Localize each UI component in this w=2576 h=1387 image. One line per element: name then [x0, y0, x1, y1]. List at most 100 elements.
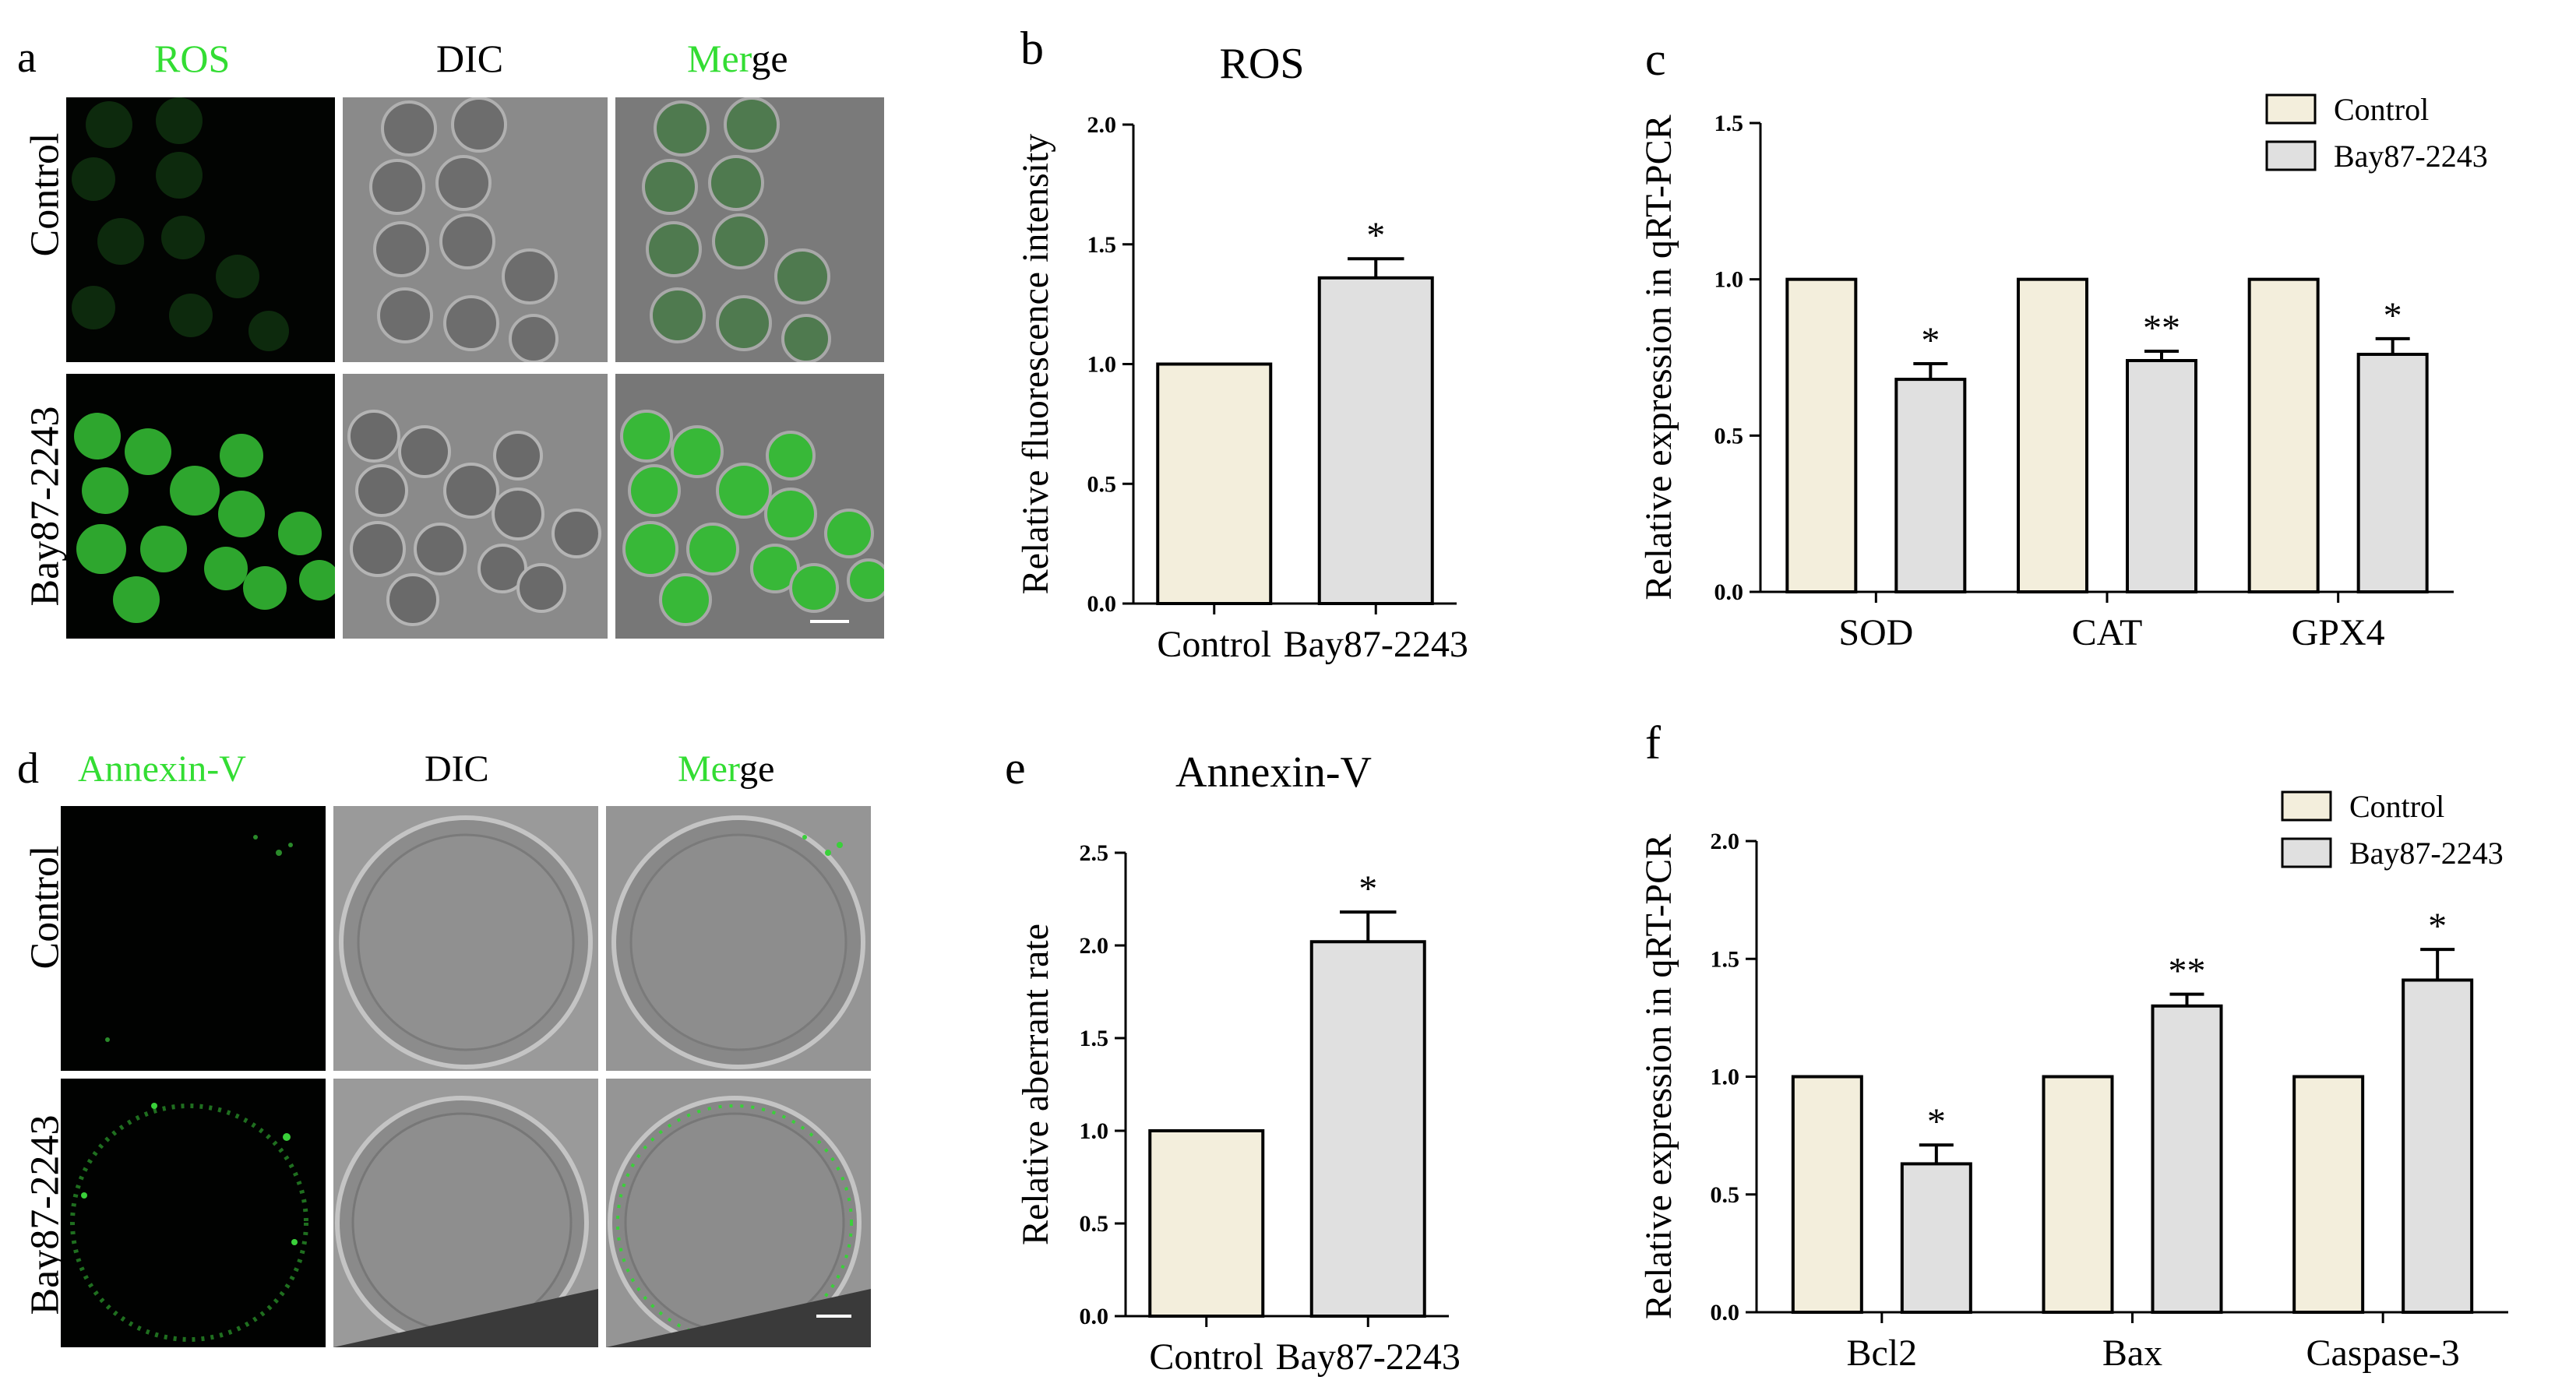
panel-letter-f: f [1645, 717, 1661, 769]
y-tick-label: 0.5 [1714, 423, 1744, 449]
header-annexin: Annexin-V [78, 748, 246, 790]
y-tick-label: 2.0 [1080, 933, 1109, 959]
annexin-bay-image [70, 1103, 308, 1342]
micrograph-annexin-bay [61, 1079, 326, 1347]
merge-prefix: Mer [687, 37, 752, 80]
y-tick-label: 0.5 [1087, 471, 1117, 497]
bar-bay [2356, 352, 2429, 593]
micrograph-merge-control-a [615, 97, 884, 362]
x-tick-label: Bcl2 [1847, 1332, 1918, 1374]
y-tick-label: 1.0 [1087, 352, 1117, 378]
bar-control [1785, 277, 1858, 593]
x-tick-label: CAT [2072, 612, 2143, 653]
merge-suffix-d: ge [739, 748, 775, 790]
micrograph-ros-bay [66, 374, 335, 639]
x-tick-label: Control [1149, 1336, 1263, 1378]
micrograph-dic-control-d [333, 806, 598, 1071]
significance-label: * [2384, 295, 2402, 336]
significance-label: * [1927, 1101, 1946, 1142]
x-tick-label: GPX4 [2292, 612, 2385, 653]
panel-letter-d: d [17, 745, 39, 793]
ros-bay-image [74, 413, 335, 623]
significance-label: ** [2169, 951, 2206, 992]
panel-letter-a: a [17, 33, 37, 82]
merge-prefix-d: Mer [678, 748, 740, 790]
bar-control [2292, 1075, 2365, 1314]
micrograph-merge-bay-a [615, 374, 884, 639]
merge-control-d-image [611, 815, 865, 1069]
bar-control [1791, 1075, 1863, 1314]
legend-swatch [2281, 790, 2332, 822]
y-tick-label: 0.5 [1711, 1182, 1740, 1208]
significance-label: * [1366, 215, 1385, 256]
y-tick-label: 0.0 [1087, 591, 1117, 617]
significance-label: * [1921, 320, 1940, 361]
bar-control [1156, 362, 1273, 605]
bar-bay [1317, 276, 1434, 605]
bar-control [2017, 277, 2088, 593]
y-tick-label: 1.0 [1714, 267, 1744, 293]
x-tick-label: SOD [1838, 612, 1913, 653]
legend-swatch [2265, 93, 2317, 125]
micrograph-merge-bay-d [606, 1079, 871, 1347]
panel-letter-b: b [1020, 23, 1044, 74]
micrograph-dic-bay-a [343, 374, 608, 639]
bar-control [2247, 277, 2320, 593]
y-axis-label: Relative fluorescence intensity [1015, 134, 1056, 595]
header-merge-a: Merge [687, 36, 788, 81]
chart-c-antioxidant: 0.0 0.5 1.0 1.5 Relative expression in qRT-P… [1638, 92, 2488, 653]
y-tick-label: 2.0 [1087, 112, 1117, 138]
x-tick-label: Bay87-2243 [1284, 624, 1468, 665]
y-tick-label: 1.5 [1714, 111, 1744, 136]
merge-control-a-image [642, 97, 831, 362]
row-label-control-a-text: Control [23, 132, 68, 257]
chart-f-apoptosis: 0.0 0.5 1.0 1.5 2.0 Relative expression in qR… [1638, 789, 2508, 1374]
merge-bay-a-image [620, 410, 884, 626]
y-axis-label: Relative expression in qRT-PCR [1638, 114, 1679, 600]
y-tick-label: 0.0 [1714, 579, 1744, 605]
x-tick-label: Control [1157, 624, 1271, 665]
y-axis-label: Relative expression in qRT-PCR [1638, 834, 1679, 1319]
y-tick-label: 1.5 [1080, 1026, 1109, 1051]
legend-label: Bay87-2243 [2334, 139, 2488, 174]
header-dic-d: DIC [425, 748, 489, 790]
header-dic-a: DIC [436, 37, 504, 80]
merge-bay-d-image [606, 1096, 871, 1347]
bar-bay [2151, 1004, 2223, 1314]
panel-letter-c: c [1645, 33, 1666, 85]
y-tick-label: 2.5 [1080, 840, 1109, 866]
chart-title: ROS [1220, 40, 1305, 88]
y-tick-label: 0.0 [1711, 1300, 1740, 1325]
x-tick-label: Bay87-2243 [1276, 1336, 1461, 1378]
micrograph-ros-control [66, 97, 335, 362]
y-tick-label: 1.5 [1711, 946, 1740, 972]
header-merge-d: Merge [678, 748, 774, 790]
panel-letter-e: e [1005, 742, 1026, 794]
dic-control-d-image [339, 815, 593, 1069]
chart-title: Annexin-V [1175, 748, 1372, 797]
y-tick-label: 2.0 [1711, 829, 1740, 854]
dic-bay-d-image [333, 1096, 598, 1347]
micrograph-dic-bay-d [333, 1079, 598, 1347]
y-tick-label: 1.5 [1087, 232, 1117, 258]
bar-bay [2126, 359, 2197, 593]
x-tick-label: Caspase-3 [2306, 1332, 2460, 1374]
bar-control [2042, 1075, 2114, 1314]
significance-label: * [1358, 868, 1377, 910]
y-tick-label: 0.5 [1080, 1211, 1109, 1237]
chart-b-ros: ROS 0.0 0.5 1.0 1.5 2.0 Relative fluorescence … [1015, 40, 1468, 665]
significance-label: * [2428, 906, 2447, 947]
merge-suffix: ge [751, 37, 788, 80]
y-tick-label: 1.0 [1711, 1065, 1740, 1090]
y-tick-label: 0.0 [1080, 1304, 1109, 1329]
legend-label: Control [2334, 92, 2429, 127]
y-axis-label: Relative aberrant rate [1015, 924, 1056, 1245]
bar-bay [2402, 978, 2474, 1314]
legend-label: Bay87-2243 [2349, 836, 2504, 871]
legend-swatch [2281, 837, 2332, 868]
micrograph-annexin-control [61, 806, 326, 1071]
chart-e-annexin: Annexin-V 0.0 0.5 1.0 1.5 2.0 2.5 Relative aber… [1015, 748, 1461, 1378]
row-label-bay-a-text: Bay87-2243 [23, 406, 68, 607]
dic-bay-a-image [347, 410, 601, 626]
legend-swatch [2265, 140, 2317, 171]
